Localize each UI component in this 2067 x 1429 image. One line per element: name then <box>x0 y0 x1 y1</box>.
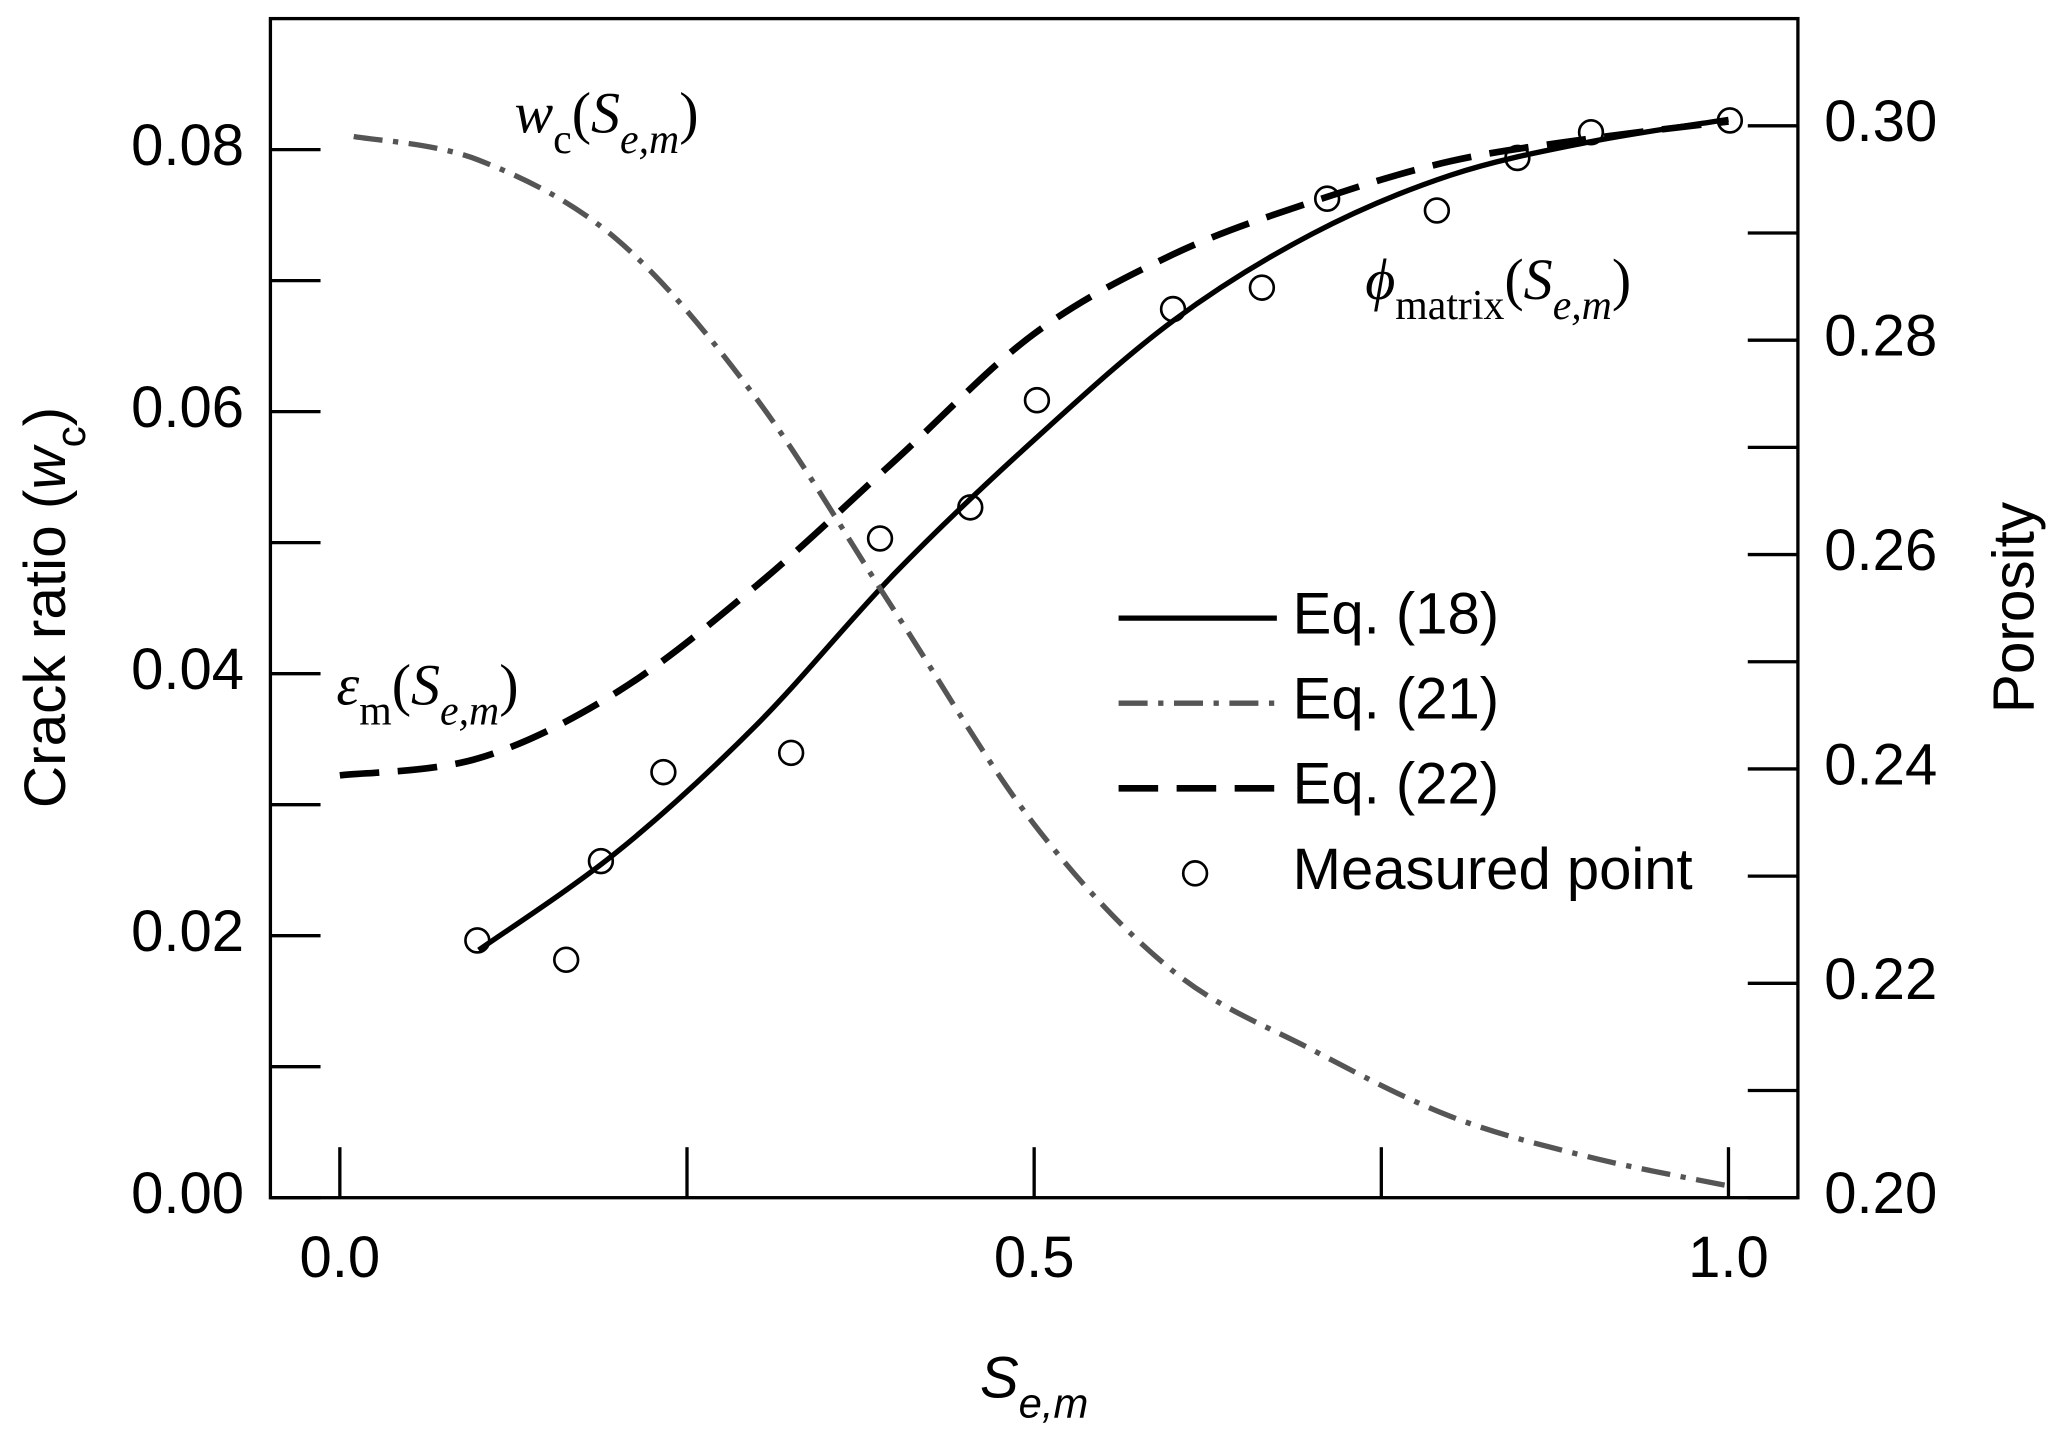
series-line <box>353 133 1730 1189</box>
annotation: wc(Se,m) <box>514 81 698 163</box>
annotation-part: m <box>359 688 391 734</box>
x-tick-label: 0.0 <box>300 1225 381 1290</box>
data-point <box>650 758 677 786</box>
annotation: ϕmatrix(Se,m) <box>1365 247 1631 329</box>
data-point <box>1716 107 1744 134</box>
annotation-part: e,m <box>440 688 499 734</box>
data-point <box>1023 386 1051 414</box>
y2-axis-label: Porosity <box>1982 501 2047 713</box>
annotation: εm(Se,m) <box>336 652 518 734</box>
data-point <box>1504 144 1531 172</box>
data-point <box>1577 118 1605 146</box>
data-point <box>1423 197 1451 224</box>
data-point <box>1159 295 1187 323</box>
legend-label: Measured point <box>1293 837 1693 902</box>
data-point <box>777 739 805 767</box>
annotation-part: ( <box>1504 247 1523 312</box>
annotation-part: matrix <box>1395 282 1504 328</box>
y2-tick-label: 0.30 <box>1824 89 1937 154</box>
y-axis-label-part: ) <box>14 407 79 426</box>
data-point <box>1248 274 1276 301</box>
plot-frame <box>268 16 1800 1200</box>
annotation-part: c <box>553 116 572 162</box>
y-tick-label: 0.08 <box>131 113 244 178</box>
x-axis-label-part: S <box>980 1346 1019 1411</box>
annotation-part: e,m <box>1553 282 1612 328</box>
legend-label: Eq. (18) <box>1293 581 1499 646</box>
x-axis-label-part: e,m <box>1019 1379 1089 1426</box>
series-line <box>477 116 1729 953</box>
y-axis-label-part: Crack ratio ( <box>14 489 79 808</box>
annotation-part: S <box>591 81 620 146</box>
y-tick-label: 0.00 <box>131 1161 244 1226</box>
data-point <box>957 494 984 521</box>
annotation-part: ϕ <box>1365 247 1395 312</box>
annotation-part: ) <box>1612 247 1631 312</box>
y-tick-label: 0.06 <box>131 375 244 440</box>
x-tick-label: 1.0 <box>1688 1225 1769 1290</box>
y2-tick-label: 0.28 <box>1824 303 1937 368</box>
x-tick-label: 0.5 <box>994 1225 1075 1290</box>
legend-label: Eq. (21) <box>1293 666 1499 731</box>
annotation-part: w <box>514 81 553 146</box>
y2-tick-label: 0.24 <box>1824 732 1937 797</box>
legend-label: Eq. (22) <box>1293 752 1499 817</box>
y-tick-label: 0.02 <box>131 899 244 964</box>
series-line <box>339 118 1729 779</box>
y-tick-label: 0.04 <box>131 637 244 702</box>
y-axis-label-part: w <box>14 443 79 489</box>
y2-tick-label: 0.22 <box>1824 947 1937 1012</box>
annotation-part: ( <box>392 652 411 717</box>
annotation-part: S <box>1524 247 1553 312</box>
annotation-part: e,m <box>620 116 679 162</box>
annotation-part: ) <box>679 81 698 146</box>
y2-tick-label: 0.26 <box>1824 518 1937 583</box>
data-point <box>587 847 615 875</box>
annotation-part: S <box>411 652 440 717</box>
data-point <box>866 525 894 552</box>
data-point <box>464 927 491 954</box>
annotation-part: ( <box>572 81 591 146</box>
annotation-part: ε <box>336 652 359 717</box>
annotation-part: ) <box>499 652 518 717</box>
legend-marker <box>1181 860 1209 887</box>
data-point <box>552 946 580 974</box>
y-axis-label-part: c <box>47 426 94 447</box>
y-axis-label: Crack ratio (wc) <box>14 407 94 808</box>
data-point <box>1313 185 1341 212</box>
x-axis-label: Se,m <box>980 1346 1088 1426</box>
y2-tick-label: 0.20 <box>1824 1161 1937 1226</box>
